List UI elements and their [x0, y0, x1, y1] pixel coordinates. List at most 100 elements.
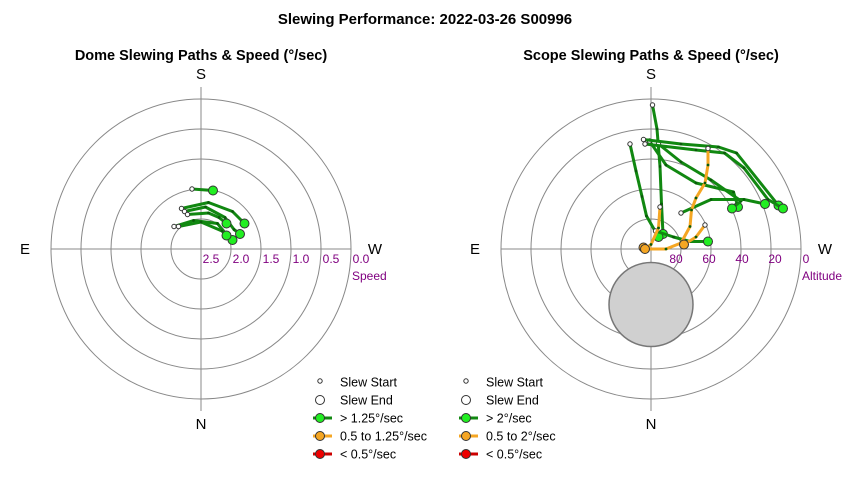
slew-start-marker	[705, 145, 711, 152]
direction-label-left: E	[20, 241, 30, 258]
slew-start-marker	[642, 141, 648, 147]
slew-path-point	[216, 222, 219, 225]
radial-tick-label: 2.0	[233, 252, 250, 266]
slew-start-marker	[657, 204, 663, 210]
legend-item-fast: > 2°/sec	[459, 412, 532, 426]
legend-item-start: Slew Start	[463, 376, 543, 390]
slew-path-point	[634, 169, 638, 173]
figure-title: Slewing Performance: 2022-03-26 S00996	[278, 11, 572, 28]
slew-path-point	[207, 201, 210, 204]
direction-label-top: S	[646, 66, 656, 83]
slew-path-point	[694, 181, 698, 185]
legend-label: < 0.5°/sec	[486, 448, 542, 462]
legend-label: Slew Start	[340, 376, 397, 390]
legend-marker-swatch	[315, 431, 325, 441]
legend-item-end: Slew End	[461, 394, 539, 408]
slew-end-marker	[640, 244, 650, 254]
slew-path-point	[672, 235, 675, 239]
slew-path-point	[640, 195, 644, 198]
radial-tick-label: 1.5	[263, 252, 280, 266]
legend-label: 0.5 to 1.25°/sec	[340, 430, 427, 444]
slew-path-point	[694, 196, 698, 200]
slew-path-point	[679, 142, 683, 146]
legend-label: Slew Start	[486, 376, 543, 390]
legend-item-medium: 0.5 to 1.25°/sec	[313, 430, 427, 444]
slew-path-point	[703, 181, 707, 185]
slew-path-point	[231, 210, 234, 213]
slew-path-point	[742, 166, 746, 170]
radial-tick-label: 60	[702, 252, 716, 266]
slew-start-marker	[678, 210, 684, 216]
slew-path-6	[679, 198, 767, 215]
legend-item-slow: < 0.5°/sec	[459, 448, 542, 462]
slew-path-point	[717, 145, 720, 149]
slew-end-marker	[778, 203, 788, 214]
slew-path-1	[180, 201, 246, 225]
slew-end-marker	[221, 230, 232, 241]
slew-path-point	[723, 151, 726, 155]
chart-title: Scope Slewing Paths & Speed (°/sec)	[523, 48, 779, 64]
slew-start-marker	[640, 136, 647, 143]
slew-start-marker	[189, 186, 195, 192]
slew-path-point	[709, 198, 713, 201]
slew-path-point	[690, 208, 693, 212]
chart-title: Dome Slewing Paths & Speed (°/sec)	[75, 48, 328, 64]
slew-end-marker	[679, 239, 689, 250]
legend-label: Slew End	[486, 394, 539, 408]
direction-label-right: W	[818, 241, 833, 258]
slew-start-marker	[175, 223, 182, 230]
slew-end-marker	[221, 218, 232, 229]
slew-path-point	[658, 165, 662, 168]
direction-label-bottom: N	[646, 416, 657, 433]
slew-path-point	[207, 211, 210, 215]
legend-item-fast: > 1.25°/sec	[313, 412, 403, 426]
radial-tick-label: 0.0	[353, 252, 370, 266]
radial-tick-label: 0.5	[323, 252, 340, 266]
legend-start-swatch	[317, 378, 323, 384]
slew-path-point	[709, 178, 713, 182]
slew-path-point	[679, 160, 683, 164]
direction-label-top: S	[196, 66, 206, 83]
slew-path-point	[732, 190, 735, 194]
slew-end-marker	[727, 203, 737, 214]
slew-path-point	[649, 243, 653, 246]
obscured-region	[608, 261, 694, 348]
slew-path-point	[217, 216, 221, 219]
direction-label-right: W	[368, 241, 383, 258]
legend-label: > 2°/sec	[486, 412, 532, 426]
legend-label: 0.5 to 2°/sec	[486, 430, 556, 444]
legend-marker-swatch	[461, 449, 471, 459]
slew-path-point	[706, 163, 710, 167]
slew-end-marker	[760, 199, 770, 209]
radial-tick-label: 2.5	[203, 252, 220, 266]
slew-path-point	[664, 247, 668, 251]
legend-label: Slew End	[340, 394, 393, 408]
slew-start-marker	[627, 141, 633, 147]
slew-start-marker	[171, 223, 177, 230]
slew-end-marker	[208, 185, 218, 196]
legend-label: > 1.25°/sec	[340, 412, 403, 426]
slew-path-5	[643, 142, 785, 210]
legend-item-end: Slew End	[315, 394, 393, 408]
slew-path-point	[664, 163, 668, 167]
direction-label-bottom: N	[196, 416, 207, 433]
slew-end-marker	[239, 218, 250, 229]
slew-path-point	[657, 226, 660, 230]
radial-tick-label: 20	[768, 252, 782, 266]
slew-path-8	[642, 147, 710, 251]
slew-path-point	[232, 228, 236, 231]
legend-marker-swatch	[315, 449, 325, 459]
radial-tick-label: 1.0	[293, 252, 310, 266]
legend-item-medium: 0.5 to 2°/sec	[459, 430, 556, 444]
slew-end-marker	[235, 229, 245, 239]
slew-path-point	[655, 127, 659, 131]
radial-axis-label: Altitude	[802, 269, 842, 283]
slew-path-point	[192, 219, 195, 222]
legend-end-swatch	[461, 395, 471, 405]
radial-tick-label: 0	[803, 252, 810, 266]
slew-start-marker	[184, 211, 191, 218]
slew-path-point	[223, 216, 227, 219]
legend-item-start: Slew Start	[317, 376, 397, 390]
slew-end-marker	[703, 236, 713, 247]
